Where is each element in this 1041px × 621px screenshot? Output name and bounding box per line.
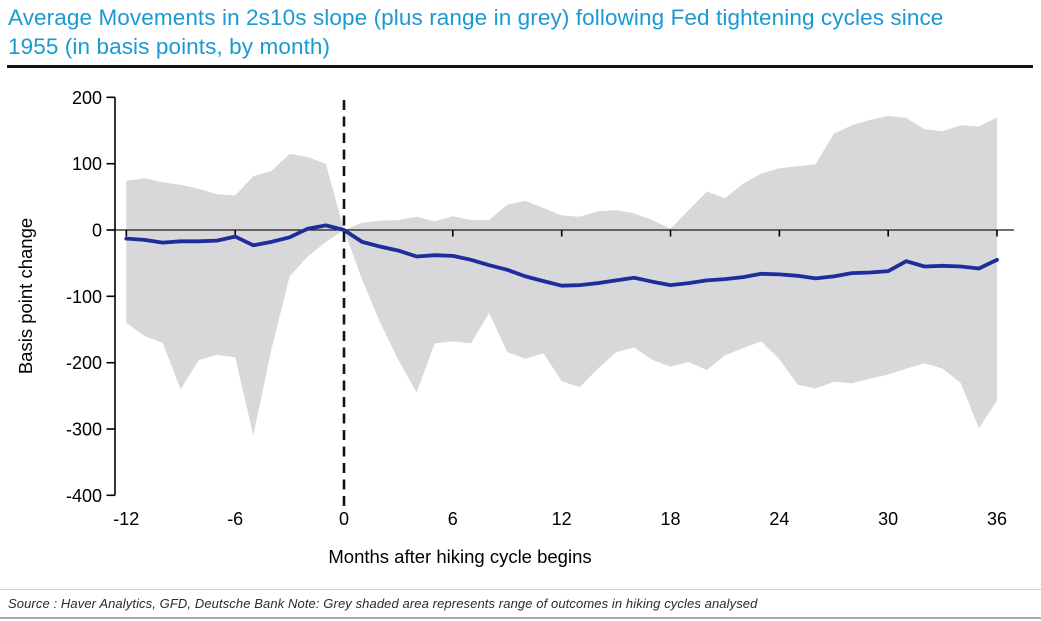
title-underline	[7, 65, 1033, 68]
source-note: Source : Haver Analytics, GFD, Deutsche …	[8, 596, 758, 611]
average-line	[124, 223, 999, 288]
range-band	[126, 115, 998, 436]
y-tick-label: -400	[66, 486, 102, 506]
x-tick-label: -6	[227, 509, 243, 529]
zero-axis-layer	[115, 229, 1014, 237]
axis-layer	[106, 96, 116, 497]
x-tick-label: 36	[987, 509, 1007, 529]
footer: Source : Haver Analytics, GFD, Deutsche …	[0, 589, 1041, 617]
x-axis-title: Months after hiking cycle begins	[328, 546, 591, 567]
y-tick-label: -200	[66, 353, 102, 373]
band-layer	[126, 115, 998, 436]
y-tick-label: -100	[66, 287, 102, 307]
y-axis-title: Basis point change	[15, 218, 36, 374]
series-layer	[124, 223, 999, 288]
y-tick-label: 200	[72, 88, 102, 108]
chart-title: Average Movements in 2s10s slope (plus r…	[8, 5, 944, 59]
x-tick-label: -12	[113, 509, 139, 529]
x-tick-label: 30	[878, 509, 898, 529]
chart-area: 200 100 0 -100 -200 -300 -400 -12 -6 0 6 12 18 24 30 36…	[0, 70, 1041, 575]
x-tick-label: 24	[769, 509, 789, 529]
x-tick-label: 18	[660, 509, 680, 529]
chart-svg: 200 100 0 -100 -200 -300 -400 -12 -6 0 6 12 18 24 30 36…	[15, 88, 1014, 567]
footer-rule	[0, 617, 1041, 619]
x-tick-label: 6	[448, 509, 458, 529]
x-tick-label: 0	[339, 509, 349, 529]
x-tick-label: 12	[552, 509, 572, 529]
y-tick-label: -300	[66, 420, 102, 440]
tick-label-layer: 200 100 0 -100 -200 -300 -400 -12 -6 0 6 12 18 24 30 36	[66, 88, 1007, 529]
y-tick-label: 100	[72, 154, 102, 174]
y-tick-label: 0	[92, 221, 102, 241]
